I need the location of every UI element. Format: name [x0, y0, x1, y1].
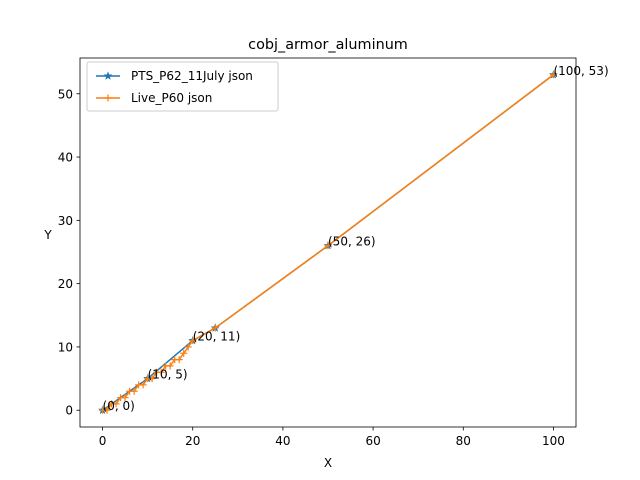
point-label: (0, 0) — [103, 399, 135, 413]
point-label: (10, 5) — [148, 368, 188, 382]
x-tick-label: 0 — [99, 434, 107, 448]
x-axis-label: X — [324, 456, 332, 470]
chart-title: cobj_armor_aluminum — [248, 37, 408, 53]
series-2-point — [121, 394, 129, 402]
y-tick-label: 50 — [58, 87, 73, 101]
point-label: (50, 26) — [328, 235, 376, 249]
y-tick-label: 0 — [65, 404, 73, 418]
series-2-point — [148, 375, 156, 383]
series-2-point — [103, 406, 111, 414]
legend-frame — [86, 61, 279, 112]
plot-frame — [79, 57, 577, 428]
legend-label-series-2: Live_P60 json — [131, 91, 212, 105]
series-2-point — [211, 324, 219, 332]
series-2-point — [549, 71, 557, 79]
series-2-point — [175, 356, 183, 364]
x-tick-label: 40 — [275, 434, 290, 448]
series-2-point — [166, 362, 174, 370]
y-tick-label: 20 — [58, 277, 73, 291]
series-2-point — [139, 381, 147, 389]
series-2-point — [184, 343, 192, 351]
legend-label-series-1: PTS_P62_11July json — [131, 69, 253, 83]
series-2-point — [189, 337, 197, 345]
x-tick-label: 20 — [185, 434, 200, 448]
x-tick-label: 100 — [542, 434, 565, 448]
y-tick-label: 40 — [58, 151, 73, 165]
legend-marker-series-1 — [103, 71, 113, 80]
series-2-point — [324, 242, 332, 250]
legend-marker-series-2 — [104, 94, 112, 102]
x-tick-label: 60 — [365, 434, 380, 448]
series-2-point — [157, 368, 165, 376]
point-label: (20, 11) — [193, 330, 241, 344]
legend: PTS_P62_11July json Live_P60 json — [86, 61, 279, 112]
series-2-point — [112, 400, 120, 408]
y-tick-label: 30 — [58, 214, 73, 228]
x-tick-label: 80 — [456, 434, 471, 448]
series-2-point — [180, 349, 188, 357]
y-tick-label: 10 — [58, 340, 73, 354]
y-axis-label: Y — [43, 228, 52, 242]
point-label: (100, 53) — [553, 64, 608, 78]
series-2-line — [102, 74, 554, 411]
series-2-point — [130, 387, 138, 395]
